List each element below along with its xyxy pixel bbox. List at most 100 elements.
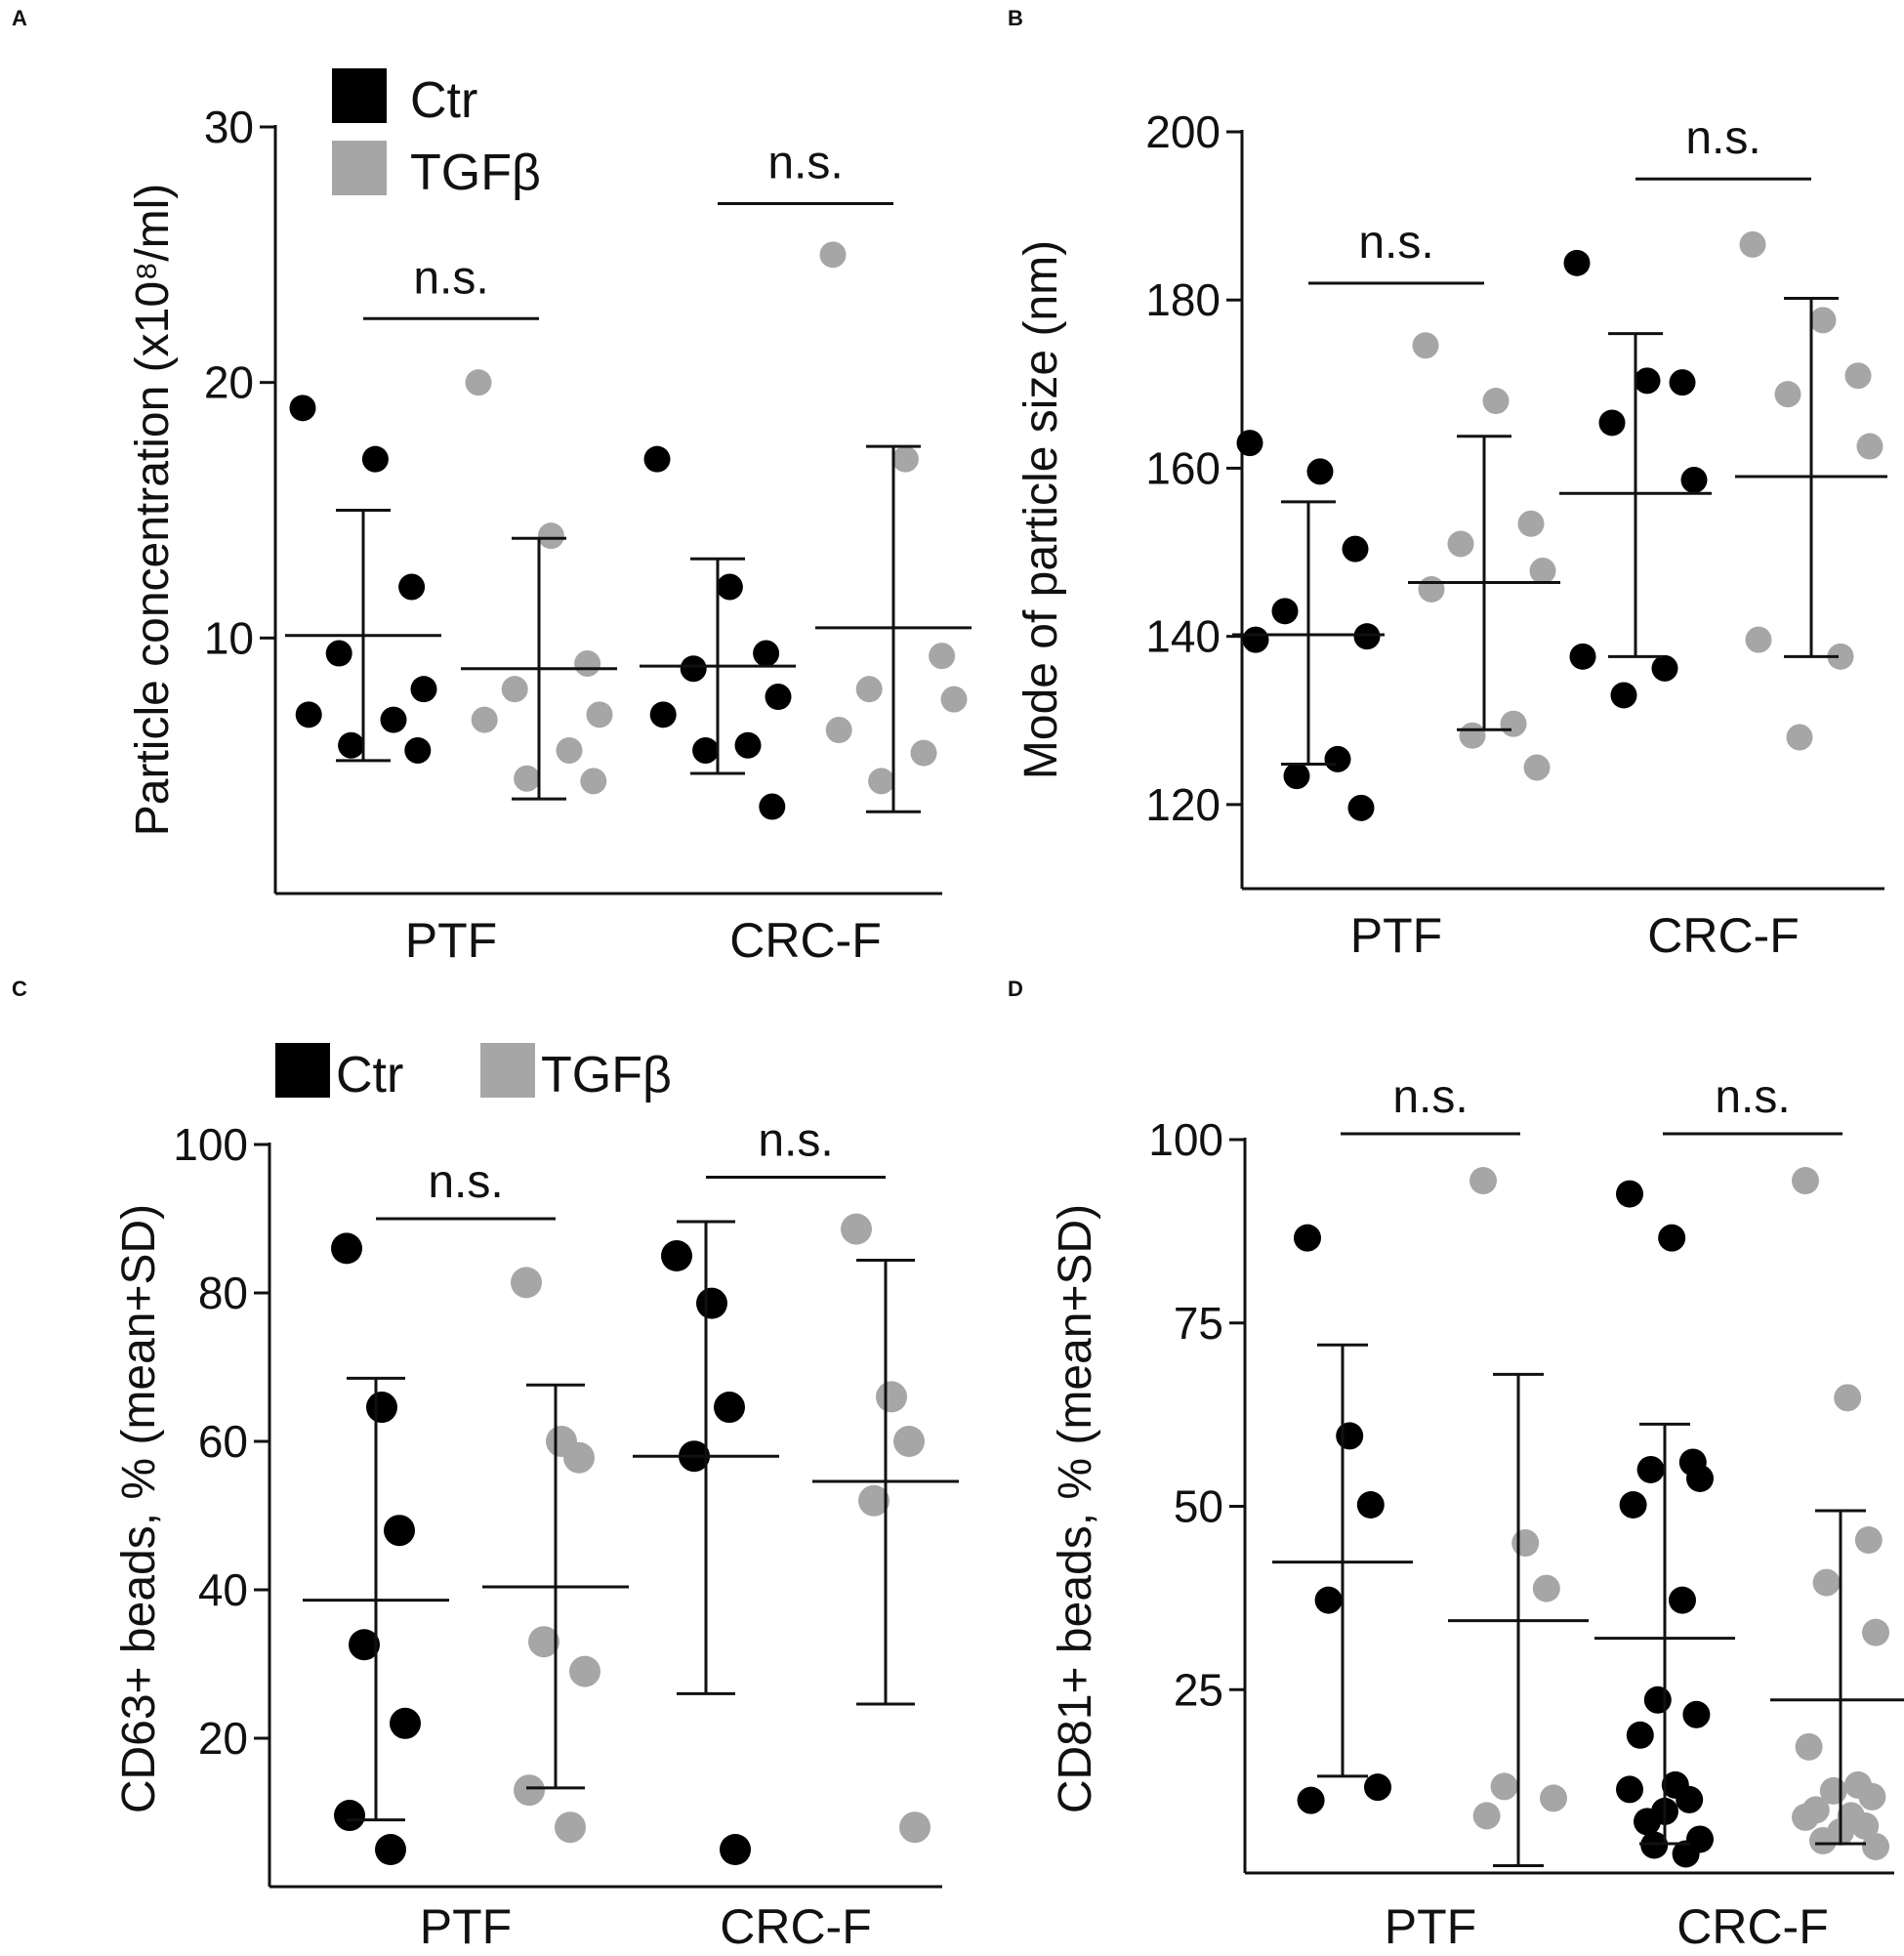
panel-b-crc-f-tgfb-point bbox=[1786, 724, 1813, 751]
panel-c-crc-f-tgfb-point bbox=[899, 1811, 931, 1844]
panel-a-legend-label-tgfb: TGFβ bbox=[410, 145, 541, 201]
panel-b-ptf-ctr-point bbox=[1324, 745, 1351, 772]
panel-b-crc-f-ctr-point bbox=[1634, 367, 1661, 395]
panel-d-ptf-ctr-point bbox=[1314, 1586, 1343, 1614]
panel-c-ptf-tgfb-point bbox=[511, 1267, 542, 1299]
panel-a-ptf-ctr-point bbox=[325, 640, 352, 667]
panel-c-ptf-ctr-point bbox=[366, 1392, 397, 1424]
panel-letter-c: C bbox=[12, 977, 27, 1001]
panel-a-crc-f-tgfb-point bbox=[855, 676, 883, 703]
panel-a-crc-f-ctr-point bbox=[759, 793, 786, 820]
panel-b-ptf-ctr-point bbox=[1242, 626, 1269, 653]
panel-c-legend-label-ctr: Ctr bbox=[336, 1047, 403, 1103]
panel-b-y-tick-label: 140 bbox=[1145, 611, 1221, 662]
panel-d-crc-f-ctr-point bbox=[1634, 1808, 1661, 1836]
panel-c-category-label-crc-f: CRC-F bbox=[720, 1899, 872, 1954]
panel-a-ptf-tgfb-point bbox=[580, 768, 607, 795]
panel-b-crc-f-ctr-point bbox=[1563, 249, 1591, 276]
panel-d-ptf-ctr-point bbox=[1356, 1490, 1385, 1519]
panel-d-crc-f-ctr-point bbox=[1626, 1721, 1654, 1749]
panel-c-y-tick-label: 20 bbox=[198, 1713, 248, 1764]
panel-d-crc-f-ctr-point bbox=[1672, 1840, 1700, 1868]
panel-b-crc-f-ctr-point bbox=[1598, 409, 1626, 437]
panel-b-ptf-tgfb-point bbox=[1482, 388, 1510, 415]
panel-c-ptf-ctr-point bbox=[349, 1629, 380, 1661]
panel-c-y-tick-label: 60 bbox=[198, 1416, 248, 1467]
panel-d-ptf-tgfb-point bbox=[1490, 1772, 1518, 1801]
panel-d-crc-f-ctr-point bbox=[1658, 1224, 1686, 1252]
panel-c-crc-f-tgfb-point bbox=[876, 1381, 907, 1413]
panel-c-y-tick-label: 80 bbox=[198, 1268, 248, 1318]
panel-b: B 120 140 160 180 200 Mode of particle size (… bbox=[1008, 6, 1887, 963]
panel-a-crc-f-ctr-point bbox=[753, 640, 780, 667]
panel-a-crc-f-ctr-point bbox=[734, 731, 762, 759]
panel-b-ptf-tgfb-point bbox=[1523, 754, 1551, 781]
panel-c-crc-f-tgfb-point bbox=[858, 1484, 890, 1517]
panel-d-crc-f-tgfb-point bbox=[1792, 1167, 1819, 1195]
panel-c-crc-f-ctr-point bbox=[696, 1287, 727, 1319]
panel-c-y-tick-label: 40 bbox=[198, 1564, 248, 1615]
panel-d-crc-f-ctr-point bbox=[1676, 1785, 1704, 1813]
panel-c-significance-label-ptf: n.s. bbox=[428, 1156, 503, 1208]
panel-c-crc-f-ctr-point bbox=[714, 1392, 745, 1424]
panel-d-y-tick-label: 100 bbox=[1148, 1114, 1223, 1165]
panel-d-crc-f-tgfb-point bbox=[1812, 1568, 1841, 1597]
panel-b-ptf-tgfb-point bbox=[1459, 722, 1486, 749]
panel-a-ptf-ctr-point bbox=[289, 395, 316, 422]
panel-c-ptf-tgfb-point bbox=[555, 1811, 586, 1844]
panel-c-crc-f-tgfb-point bbox=[893, 1426, 925, 1457]
panel-d-crc-f-ctr-point bbox=[1640, 1831, 1669, 1859]
panel-b-crc-f-ctr-point bbox=[1680, 467, 1708, 493]
panel-a-crc-f-tgfb-point bbox=[910, 739, 937, 767]
panel-a-crc-f-tgfb-point bbox=[891, 445, 919, 473]
panel-c-crc-f-ctr-point bbox=[720, 1834, 751, 1865]
panel-b-significance-label-crc-f: n.s. bbox=[1685, 112, 1760, 164]
panel-c-ptf-ctr-point bbox=[375, 1834, 406, 1865]
panel-a-ptf-ctr-point bbox=[410, 676, 437, 703]
panel-b-ptf-ctr-point bbox=[1353, 623, 1381, 650]
panel-a-ptf-tgfb-point bbox=[501, 676, 528, 703]
panel-a-crc-f-ctr-point bbox=[716, 573, 743, 601]
panel-a-category-label-ptf: PTF bbox=[405, 913, 497, 968]
panel-b-y-tick-label: 160 bbox=[1145, 442, 1221, 493]
panel-a-ptf-ctr-point bbox=[404, 736, 432, 764]
panel-d-crc-f-ctr-point bbox=[1616, 1180, 1643, 1208]
panel-b-ptf-ctr-point bbox=[1271, 598, 1299, 625]
panel-c-y-tick-label: 100 bbox=[173, 1119, 248, 1170]
panel-d-ptf-tgfb-point bbox=[1540, 1784, 1567, 1812]
panel-d-y-tick-label: 25 bbox=[1174, 1664, 1223, 1715]
panel-d-crc-f-ctr-point bbox=[1686, 1464, 1714, 1492]
panel-b-crc-f-ctr-point bbox=[1569, 643, 1596, 670]
panel-d-crc-f-tgfb-point bbox=[1858, 1782, 1886, 1810]
panel-b-y-tick-label: 180 bbox=[1145, 274, 1221, 325]
panel-d-category-label-ptf: PTF bbox=[1385, 1899, 1476, 1954]
panel-d-ptf-tgfb-point bbox=[1511, 1529, 1540, 1558]
panel-d-crc-f-tgfb-point bbox=[1834, 1384, 1862, 1412]
panel-d-ptf-ctr-point bbox=[1294, 1224, 1321, 1252]
panel-a-ptf-tgfb-point bbox=[556, 736, 583, 764]
panel-b-crc-f-ctr-point bbox=[1669, 369, 1696, 396]
panel-b-crc-f-tgfb-point bbox=[1745, 626, 1772, 653]
panel-d-crc-f-ctr-point bbox=[1616, 1775, 1643, 1804]
panel-a-crc-f-tgfb-point bbox=[940, 686, 968, 713]
panel-b-y-tick-label: 200 bbox=[1145, 106, 1221, 157]
panel-d-crc-f-ctr-point bbox=[1669, 1586, 1696, 1614]
panel-a-y-tick-label: 20 bbox=[204, 357, 254, 408]
panel-d-y-axis-title: CD81+ beads, % (mean+SD) bbox=[1050, 1204, 1101, 1813]
panel-d-crc-f-tgfb-point bbox=[1854, 1526, 1883, 1555]
panel-b-ptf-ctr-point bbox=[1283, 763, 1310, 790]
panel-a-crc-f-ctr-point bbox=[692, 736, 720, 764]
panel-c-ptf-tgfb-point bbox=[569, 1655, 600, 1687]
panel-b-ptf-tgfb-point bbox=[1447, 530, 1474, 558]
panel-c-ptf-ctr-point bbox=[390, 1707, 421, 1739]
panel-a-significance-label-crc-f: n.s. bbox=[767, 138, 843, 189]
panel-b-crc-f-ctr-point bbox=[1610, 682, 1637, 709]
panel-a-crc-f-ctr-point bbox=[649, 701, 677, 728]
panel-d-ptf-tgfb-point bbox=[1469, 1167, 1497, 1195]
panel-a-ptf-tgfb-point bbox=[514, 765, 541, 792]
panel-d-crc-f-tgfb-point bbox=[1851, 1811, 1880, 1840]
panel-b-crc-f-tgfb-point bbox=[1856, 433, 1883, 460]
panel-d-ptf-tgfb-point bbox=[1532, 1574, 1560, 1602]
panel-d: D 25 50 75 100 CD81+ beads, % (mean+SD) PTF CR… bbox=[1008, 977, 1904, 1954]
